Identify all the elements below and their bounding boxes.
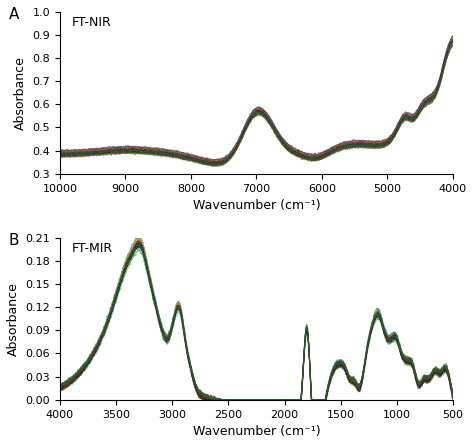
Text: FT-MIR: FT-MIR	[72, 243, 113, 255]
Y-axis label: Absorbance: Absorbance	[14, 56, 27, 129]
X-axis label: Wavenumber (cm⁻¹): Wavenumber (cm⁻¹)	[192, 425, 320, 438]
Text: A: A	[9, 7, 19, 22]
X-axis label: Wavenumber (cm⁻¹): Wavenumber (cm⁻¹)	[192, 199, 320, 212]
Text: B: B	[9, 233, 19, 248]
Text: FT-NIR: FT-NIR	[72, 16, 111, 29]
Y-axis label: Absorbance: Absorbance	[7, 282, 20, 356]
